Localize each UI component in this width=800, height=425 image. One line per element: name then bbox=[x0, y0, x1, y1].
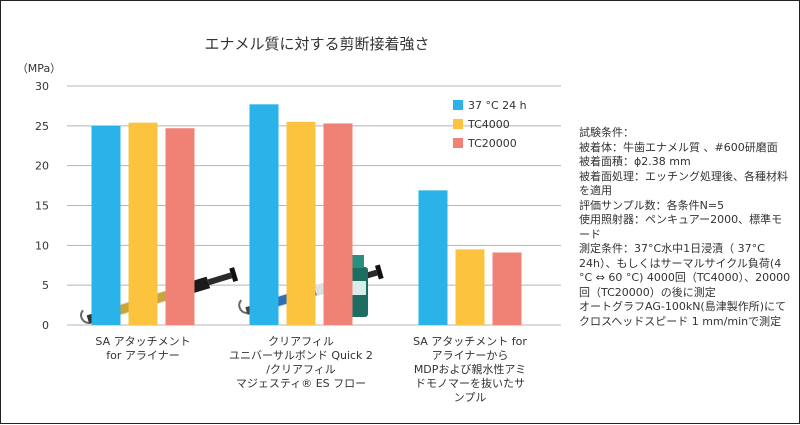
bar-tc20000 bbox=[492, 252, 522, 325]
bar-tc20000 bbox=[323, 123, 353, 326]
y-tick-label: 20 bbox=[35, 160, 49, 173]
bar-tc4000 bbox=[455, 249, 485, 325]
bar-tc20000 bbox=[165, 128, 195, 325]
y-tick-label: 0 bbox=[42, 319, 49, 332]
y-tick-label: 25 bbox=[35, 120, 49, 133]
legend-swatch bbox=[453, 100, 463, 110]
bar-37-c-24-h bbox=[249, 104, 279, 325]
test-conditions: 試験条件： 被着体：牛歯エナメル質 、#600研磨面 被着面積：ϕ2.38 mm… bbox=[579, 126, 793, 329]
legend-swatch bbox=[453, 138, 463, 148]
condition-line: 試験条件： bbox=[579, 126, 634, 139]
y-tick-label: 10 bbox=[35, 239, 49, 252]
bar-tc4000 bbox=[128, 122, 158, 325]
condition-line: オートグラフAG-100kN(島津製作所)にてクロスヘッドスピード 1 mm/m… bbox=[579, 300, 787, 328]
x-tick-label: SA アタッチメント for アライナー bbox=[95, 335, 190, 362]
condition-line: 評価サンプル数：各条件N=5 bbox=[579, 198, 725, 212]
condition-line: 被着面処理：エッチング処理後、各種材料を適用 bbox=[579, 169, 788, 198]
x-tick-label: SA アタッチメント for アライナーから MDPおよび親水性アミドモノマーを抜い… bbox=[413, 335, 527, 404]
condition-line: 被着体：牛歯エナメル質 、#600研磨面 bbox=[579, 140, 778, 154]
condition-line: 使用照射器：ペンキュアー2000、標準モード bbox=[579, 213, 783, 241]
x-tick-label: クリアフィルユニバーサルボンド Quick 2/クリアフィルマジェスティ® ES… bbox=[229, 335, 373, 390]
legend-label: 37 °C 24 h bbox=[468, 99, 527, 112]
condition-line: 被着面積：ϕ2.38 mm bbox=[579, 155, 691, 168]
y-tick-label: 30 bbox=[35, 80, 49, 93]
chart-title: エナメル質に対する剪断接着強さ bbox=[204, 35, 429, 53]
y-axis-label: （MPa） bbox=[17, 62, 61, 75]
legend-swatch bbox=[453, 119, 463, 129]
y-tick-label: 5 bbox=[42, 279, 49, 292]
bar-tc4000 bbox=[286, 121, 316, 325]
legend-label: TC20000 bbox=[467, 137, 517, 150]
y-tick-label: 15 bbox=[35, 200, 49, 213]
bar-37-c-24-h bbox=[91, 125, 121, 325]
condition-line: 測定条件：37°C水中1日浸漬（ 37°C 24h）、もしくはサーマルサイクル負… bbox=[579, 242, 791, 299]
bar-37-c-24-h bbox=[418, 190, 448, 325]
legend-label: TC4000 bbox=[467, 118, 510, 131]
